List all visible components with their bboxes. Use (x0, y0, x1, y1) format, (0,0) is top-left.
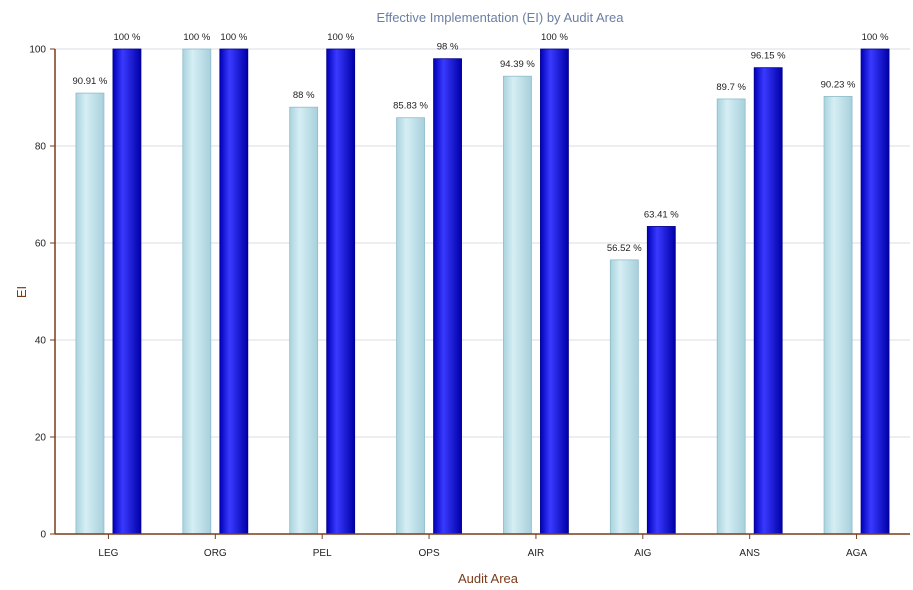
bar-air-series-1 (503, 75, 532, 535)
x-tick-labels: LEG ORG PEL OPS AIR AIG ANS AGA (98, 534, 867, 559)
data-label: 100 % (183, 32, 210, 43)
x-tick-label: OPS (419, 548, 440, 559)
y-tick-label: 20 (35, 433, 47, 444)
bar-aig-series-1 (609, 259, 639, 535)
bar-ops-series-1 (396, 117, 425, 535)
bar-ops-series-2 (433, 58, 462, 535)
y-tick-label: 60 (35, 239, 47, 250)
bar-org-series-1 (182, 48, 212, 535)
data-label: 63.41 % (644, 209, 679, 220)
data-label: 96.15 % (751, 51, 786, 62)
bar-aga-series-1 (823, 95, 853, 535)
data-label: 100 % (541, 32, 568, 43)
bar-aig-series-2 (646, 226, 676, 535)
chart-title: Effective Implementation (EI) by Audit A… (377, 10, 625, 25)
x-axis-label: Audit Area (458, 571, 519, 586)
bars (75, 48, 890, 535)
data-labels: 90.91 % 100 % 100 % 100 % 88 % 100 % 85.83 % 98… (73, 32, 890, 254)
bar-ans-series-1 (716, 98, 746, 535)
y-tick-label: 0 (40, 530, 46, 541)
y-tick-label: 100 (29, 45, 46, 56)
x-tick-label: AIG (634, 548, 651, 559)
bar-aga-series-2 (860, 48, 890, 535)
data-label: 100 % (327, 32, 354, 43)
bar-pel-series-2 (326, 48, 356, 535)
bar-pel-series-1 (289, 106, 319, 535)
y-tick-label: 80 (35, 142, 47, 153)
data-label: 90.91 % (73, 76, 108, 87)
bar-leg-series-2 (112, 48, 142, 535)
x-tick-label: LEG (98, 548, 118, 559)
data-label: 88 % (293, 90, 315, 101)
x-tick-label: ANS (739, 548, 760, 559)
bar-leg-series-1 (75, 92, 105, 535)
data-label: 98 % (437, 42, 459, 53)
data-label: 100 % (862, 32, 889, 43)
x-tick-label: AIR (528, 548, 545, 559)
x-tick-label: PEL (313, 548, 332, 559)
data-label: 85.83 % (393, 101, 428, 112)
data-label: 100 % (220, 32, 247, 43)
x-tick-label: ORG (204, 548, 227, 559)
data-label: 90.23 % (821, 79, 856, 90)
bar-air-series-2 (540, 48, 569, 535)
y-tick-labels: 0 20 40 60 80 100 (29, 45, 55, 541)
bar-ans-series-2 (753, 67, 783, 535)
data-label: 89.7 % (716, 82, 746, 93)
data-label: 56.52 % (607, 243, 642, 254)
y-tick-label: 40 (35, 336, 47, 347)
data-label: 94.39 % (500, 59, 535, 70)
bar-org-series-2 (219, 48, 249, 535)
x-tick-label: AGA (846, 548, 867, 559)
data-label: 100 % (113, 32, 140, 43)
y-axis-label: EI (14, 286, 29, 298)
